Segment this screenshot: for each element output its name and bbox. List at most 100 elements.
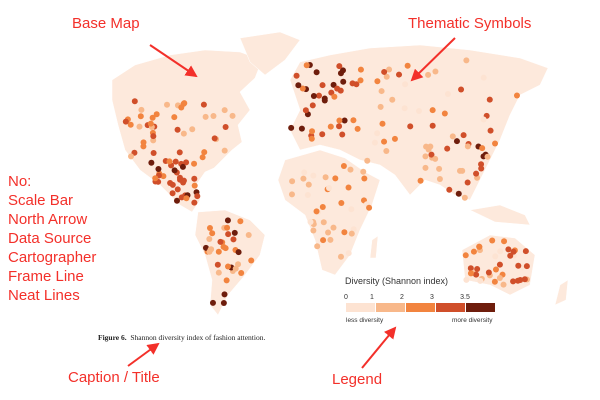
thematic-symbol <box>288 191 295 198</box>
thematic-symbol <box>456 167 463 174</box>
thematic-symbol <box>496 261 503 268</box>
thematic-symbol <box>320 237 327 244</box>
legend-swatch <box>346 303 375 312</box>
thematic-symbol <box>341 117 348 124</box>
thematic-symbol <box>332 175 339 182</box>
thematic-symbol <box>340 162 347 169</box>
thematic-symbol <box>407 123 414 130</box>
legend-color-scale <box>346 303 496 312</box>
thematic-symbol <box>338 199 345 206</box>
thematic-symbol <box>222 124 229 131</box>
thematic-symbol <box>383 147 390 154</box>
missing-item: Cartographer <box>8 249 97 266</box>
thematic-symbol <box>396 71 403 78</box>
thematic-symbol <box>237 218 244 225</box>
north-america <box>111 49 263 213</box>
thematic-symbol <box>432 68 439 75</box>
thematic-symbol <box>214 261 221 268</box>
legend-high-label: more diversity <box>452 317 493 324</box>
thematic-symbol <box>169 181 176 188</box>
thematic-symbol <box>473 170 480 177</box>
legend-swatch <box>436 303 465 312</box>
greenland <box>239 31 301 76</box>
thematic-symbol <box>513 92 520 99</box>
thematic-symbol <box>381 68 388 75</box>
thematic-symbol <box>464 179 471 186</box>
thematic-symbol <box>221 107 228 114</box>
thematic-symbol <box>211 135 218 142</box>
thematic-symbol <box>304 192 311 199</box>
thematic-symbol <box>305 181 312 188</box>
thematic-symbol <box>374 78 381 85</box>
thematic-symbol <box>191 199 198 206</box>
thematic-symbol <box>302 107 309 114</box>
thematic-symbol <box>200 101 207 108</box>
thematic-symbol <box>500 281 507 288</box>
thematic-symbol <box>207 246 214 253</box>
thematic-symbol <box>330 81 337 88</box>
legend-tick: 1 <box>370 294 374 301</box>
thematic-symbol <box>345 250 352 257</box>
thematic-symbol <box>229 112 236 119</box>
thematic-symbol <box>202 113 209 120</box>
thematic-symbol <box>201 149 208 156</box>
thematic-symbol <box>183 159 190 166</box>
thematic-symbol <box>449 133 456 140</box>
thematic-symbol <box>320 219 327 226</box>
thematic-symbol <box>148 159 155 166</box>
thematic-symbol <box>131 98 138 105</box>
thematic-symbol <box>327 236 334 243</box>
thematic-symbol <box>308 135 315 142</box>
thematic-symbol <box>492 140 499 147</box>
thematic-symbol <box>194 193 201 200</box>
thematic-symbol <box>298 125 305 132</box>
thematic-symbol <box>402 81 409 88</box>
legend-swatch <box>376 303 405 312</box>
thematic-symbol <box>436 175 443 182</box>
thematic-symbol <box>487 127 494 134</box>
thematic-symbol <box>423 143 430 150</box>
thematic-symbol <box>235 261 242 268</box>
thematic-symbol <box>348 230 355 237</box>
thematic-symbol <box>391 135 398 142</box>
thematic-symbol <box>179 163 186 170</box>
thematic-symbol <box>371 139 378 146</box>
thematic-symbol <box>409 69 416 76</box>
thematic-symbol <box>473 271 480 278</box>
thematic-symbol <box>314 243 321 250</box>
thematic-symbol <box>206 235 213 242</box>
thematic-symbol <box>510 278 517 285</box>
thematic-symbol <box>366 204 373 211</box>
thematic-symbol <box>166 158 173 165</box>
thematic-symbol <box>432 155 439 162</box>
thematic-symbol <box>176 174 183 181</box>
thematic-symbol <box>484 153 491 160</box>
thematic-symbol <box>492 266 499 273</box>
thematic-symbol <box>417 177 424 184</box>
thematic-symbol <box>470 248 477 255</box>
legend-swatch <box>466 303 495 312</box>
thematic-symbol <box>225 263 232 270</box>
thematic-symbol <box>221 291 228 298</box>
thematic-symbol <box>461 194 468 201</box>
thematic-symbol <box>248 257 255 264</box>
thematic-symbol <box>325 229 332 236</box>
missing-item: Neat Lines <box>8 287 80 304</box>
thematic-symbol <box>389 96 396 103</box>
indonesia <box>469 204 531 226</box>
thematic-symbol <box>128 153 135 160</box>
thematic-symbol <box>361 175 368 182</box>
missing-item: Scale Bar <box>8 192 74 209</box>
new-zealand <box>554 279 569 306</box>
thematic-symbol <box>210 113 217 120</box>
thematic-symbol <box>230 236 237 243</box>
thematic-symbol <box>429 107 436 114</box>
thematic-symbol <box>340 78 347 85</box>
thematic-symbol <box>360 168 367 175</box>
legend-tick: 3.5 <box>460 294 470 301</box>
thematic-symbol <box>174 186 181 193</box>
thematic-symbol <box>191 182 198 189</box>
thematic-symbol <box>354 125 361 132</box>
caption-text: Shannon diversity index of fashion atten… <box>130 333 266 342</box>
